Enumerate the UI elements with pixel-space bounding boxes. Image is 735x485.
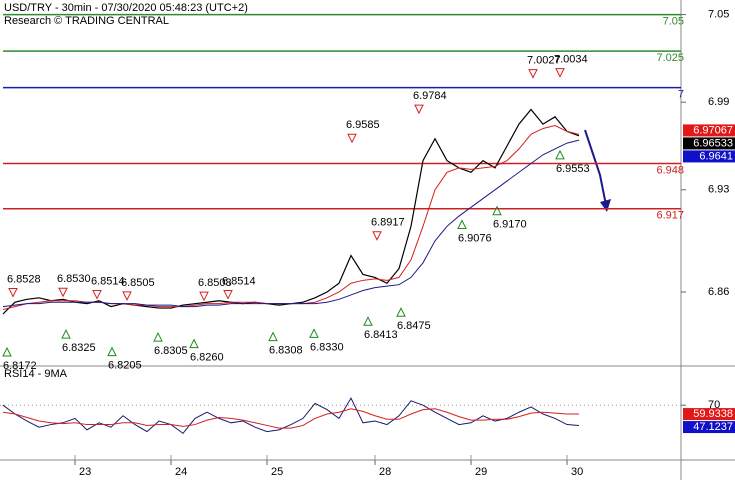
support-label: 6.8413 <box>364 329 398 341</box>
support-label: 6.8205 <box>108 360 142 372</box>
support-marker <box>492 205 502 216</box>
level-label: 6.917 <box>656 210 684 222</box>
support-marker <box>555 149 565 160</box>
support-marker <box>107 346 117 357</box>
support-label: 6.8330 <box>310 341 344 353</box>
chart-title: USD/TRY - 30min - 07/30/2020 05:48:23 (U… <box>4 2 248 14</box>
support-marker <box>61 329 71 339</box>
price-tag-label: 6.9641 <box>699 150 733 162</box>
resistance-label: 6.9585 <box>346 119 380 131</box>
price-tag <box>683 421 735 434</box>
x-tick-label: 30 <box>571 466 583 478</box>
y-tick-label: 6.99 <box>708 96 729 108</box>
y-tick-label: 7.05 <box>708 9 729 21</box>
support-marker <box>457 219 467 230</box>
resistance-marker <box>223 290 233 300</box>
level-label: 6.948 <box>656 164 684 176</box>
resistance-marker <box>58 287 68 298</box>
resistance-label: 6.8514 <box>222 275 256 287</box>
resistance-marker <box>122 291 132 301</box>
support-label: 6.9170 <box>493 219 527 231</box>
resistance-label: 6.9784 <box>413 90 447 102</box>
support-marker <box>309 328 319 338</box>
resistance-marker <box>92 290 102 300</box>
price-tag-label: 59.9338 <box>693 408 733 420</box>
resistance-marker <box>372 231 382 241</box>
resistance-marker <box>528 69 538 79</box>
support-label: 6.8260 <box>190 352 224 364</box>
series-line <box>2 397 580 435</box>
support-label: 6.8325 <box>62 342 96 354</box>
support-label: 6.8305 <box>154 345 188 357</box>
support-marker <box>396 307 406 317</box>
resistance-label: 6.8917 <box>371 217 405 229</box>
chart-subtitle: Research © TRADING CENTRAL <box>4 15 169 27</box>
x-tick-label: 24 <box>175 466 187 478</box>
series-line <box>2 408 579 429</box>
forecast-arrowhead <box>600 199 611 212</box>
resistance-label: 6.8505 <box>121 277 155 289</box>
support-marker <box>268 331 278 342</box>
price-tag <box>683 150 735 163</box>
series-line <box>2 139 580 308</box>
price-tag-label: 47.1237 <box>693 421 733 433</box>
support-label: 6.8308 <box>269 345 303 357</box>
price-tag-label: 6.97067 <box>693 124 733 136</box>
resistance-label: 7.0034 <box>554 54 588 66</box>
resistance-label: 6.8514 <box>91 275 125 287</box>
resistance-label: 7.0027 <box>527 55 561 67</box>
support-marker <box>363 316 373 326</box>
resistance-marker <box>414 104 424 115</box>
price-tag <box>683 124 735 137</box>
resistance-marker <box>347 133 357 144</box>
x-tick-label: 25 <box>271 466 283 478</box>
price-tag <box>683 408 735 421</box>
level-label: 7.05 <box>663 16 684 28</box>
support-marker <box>153 331 163 342</box>
resistance-marker <box>199 291 209 302</box>
level-label: 7 <box>678 89 684 101</box>
support-label: 6.8475 <box>397 320 431 332</box>
support-marker <box>189 338 199 349</box>
support-label: 6.8172 <box>3 360 37 372</box>
support-marker <box>2 346 12 357</box>
resistance-marker <box>8 288 18 298</box>
support-label: 6.9076 <box>458 232 492 244</box>
x-tick-label: 29 <box>475 466 487 478</box>
support-label: 6.9553 <box>556 163 590 175</box>
level-label: 7.025 <box>656 52 684 64</box>
resistance-label: 6.8530 <box>57 273 91 285</box>
rsi-title: RSI14 - 9MA <box>4 368 68 380</box>
y-tick-label: 6.93 <box>708 184 729 196</box>
resistance-label: 6.8528 <box>7 273 41 285</box>
forecast-arrow <box>584 129 607 206</box>
price-tag <box>683 137 735 150</box>
y-tick-label: 6.86 <box>708 286 729 298</box>
price-tag-label: 6.96533 <box>693 137 733 149</box>
resistance-marker <box>555 68 565 78</box>
x-tick-label: 28 <box>379 466 391 478</box>
x-tick-label: 23 <box>79 466 91 478</box>
resistance-label: 6.8503 <box>198 277 232 289</box>
